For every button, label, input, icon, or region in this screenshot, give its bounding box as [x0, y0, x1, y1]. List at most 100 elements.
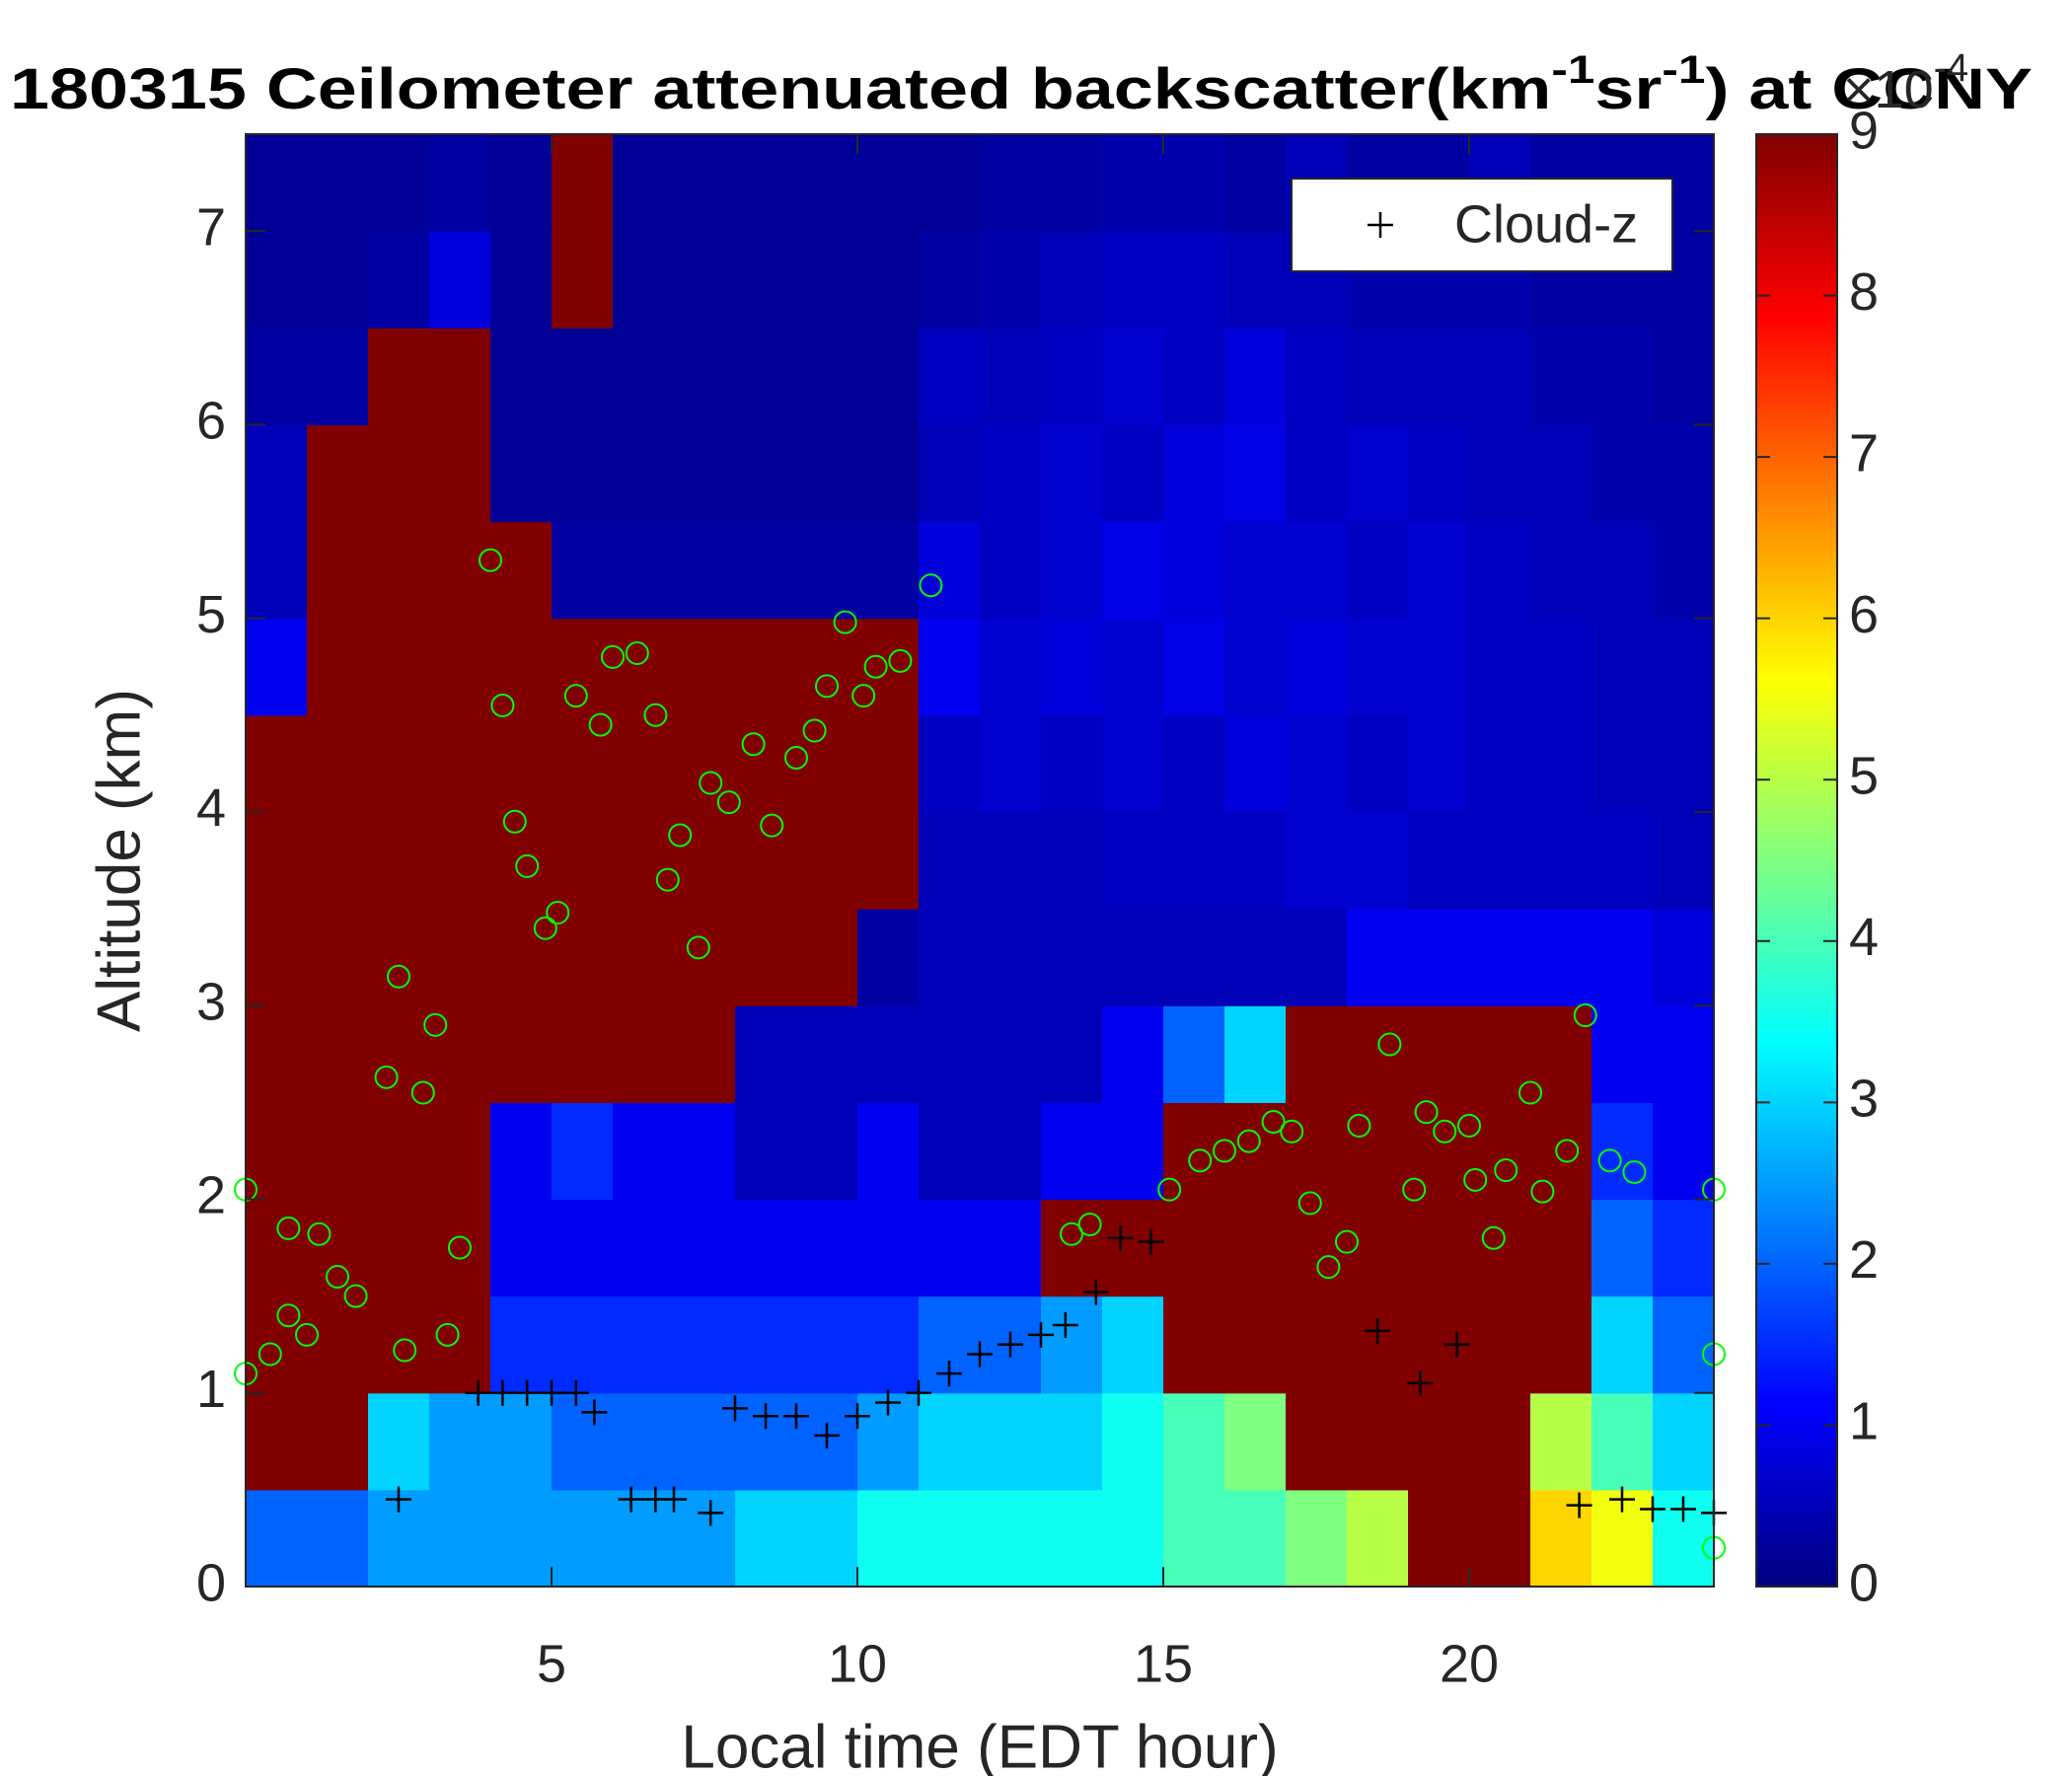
heat-cell [1591, 328, 1654, 425]
colorbar-tick-label: 9 [1849, 101, 1879, 160]
heat-cell [1408, 328, 1470, 425]
heat-cell [980, 811, 1042, 910]
cloud-marker [814, 1422, 840, 1448]
heat-cell [429, 714, 491, 813]
heat-cell [735, 134, 797, 232]
heat-cell [1469, 1199, 1531, 1297]
heat-cell [1591, 618, 1654, 716]
heat-cell [1041, 521, 1103, 620]
colorbar-tick-label: 5 [1849, 746, 1879, 805]
heat-cell [1286, 909, 1348, 1006]
heat-cell [980, 231, 1042, 329]
circle-marker [393, 1338, 417, 1363]
heat-cell [857, 1005, 920, 1103]
circle-marker [863, 654, 888, 679]
heat-cell [1530, 714, 1592, 813]
heat-cell [857, 811, 920, 910]
cloud-marker [514, 1379, 541, 1406]
heat-cell [1041, 1489, 1103, 1587]
heat-cell [246, 1489, 308, 1587]
cloud-marker [722, 1395, 748, 1422]
heat-cell [1530, 1102, 1592, 1201]
cloud-marker [998, 1331, 1023, 1358]
heat-cell [1408, 618, 1470, 716]
heat-cell [735, 1489, 797, 1587]
circle-marker [479, 548, 502, 572]
heat-cell [368, 424, 430, 523]
colorbar-tick-label: 6 [1849, 585, 1879, 644]
title-part: ) at CCNY [1705, 57, 2033, 121]
heat-cell [1163, 521, 1225, 620]
circle-marker [307, 1221, 332, 1246]
heat-cell [1102, 1102, 1164, 1201]
heat-cell [857, 909, 920, 1006]
heat-cell [796, 231, 858, 329]
heat-cell [1469, 328, 1531, 425]
heat-cell [857, 231, 920, 329]
circle-marker [1463, 1167, 1488, 1192]
heat-cell [796, 811, 858, 910]
heat-cell [429, 231, 491, 329]
heat-cell [919, 1005, 981, 1103]
circle-marker [601, 644, 625, 669]
heat-cell [552, 328, 614, 425]
heat-cell [735, 1295, 797, 1394]
cloud-marker [1609, 1486, 1635, 1513]
heat-cell [980, 521, 1042, 620]
heat-cell [613, 909, 675, 1006]
heat-cell [1591, 811, 1654, 910]
heat-cell [1163, 134, 1225, 232]
y-tick-label: 2 [196, 1166, 226, 1225]
heat-cell [1591, 424, 1654, 523]
heat-cell [735, 618, 797, 716]
heat-cell [1041, 1295, 1103, 1394]
heat-cell [429, 618, 491, 716]
circle-marker [410, 1080, 435, 1105]
heat-cell [980, 618, 1042, 716]
heat-cell [1224, 714, 1287, 813]
circle-marker [1518, 1080, 1542, 1105]
legend-box [1291, 178, 1673, 272]
heat-cell [1102, 521, 1164, 620]
cloud-marker [539, 1379, 564, 1406]
heat-cell [429, 521, 491, 620]
heat-cell [368, 714, 430, 813]
heat-cell [919, 1489, 981, 1587]
heat-cell [1653, 714, 1714, 813]
x-axis-label: Local time (EDT hour) [681, 1713, 1278, 1776]
circle-marker [1622, 1159, 1647, 1184]
heat-cell [1286, 811, 1348, 910]
heat-cell [552, 1392, 614, 1491]
heat-cell [1102, 618, 1164, 716]
heat-cell [613, 811, 675, 910]
circle-marker [563, 684, 588, 708]
heatmap [246, 134, 1714, 1587]
heat-cell [429, 1392, 491, 1491]
heat-cell [980, 714, 1042, 813]
heat-cell [1347, 328, 1409, 425]
heat-cell [552, 1102, 614, 1201]
heat-cell [1041, 811, 1103, 910]
circle-marker [276, 1303, 301, 1328]
exponent-base: ×10 [1843, 60, 1934, 119]
heat-cell [368, 811, 430, 910]
heat-cell [1041, 134, 1103, 232]
heat-cell [735, 1005, 797, 1103]
heat-cell [552, 618, 614, 716]
circle-marker [387, 964, 410, 989]
heat-cell [1224, 231, 1287, 329]
colorbar-tick-label: 0 [1849, 1553, 1879, 1612]
heat-cell [1591, 714, 1654, 813]
heat-cell [980, 1489, 1042, 1587]
heat-cell [1653, 1199, 1714, 1297]
heat-cell [307, 811, 369, 910]
heat-cell [368, 618, 430, 716]
heat-cell [796, 1489, 858, 1587]
heat-cell [1469, 1005, 1531, 1103]
heat-cell [1102, 714, 1164, 813]
heat-cell [796, 1102, 858, 1201]
heat-cell [613, 1102, 675, 1201]
heat-cell [490, 1199, 553, 1297]
circle-marker [716, 790, 741, 815]
